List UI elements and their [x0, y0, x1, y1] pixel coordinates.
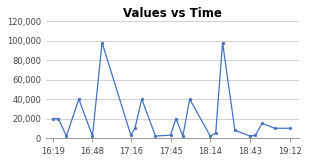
- Title: Values vs Time: Values vs Time: [123, 7, 222, 20]
